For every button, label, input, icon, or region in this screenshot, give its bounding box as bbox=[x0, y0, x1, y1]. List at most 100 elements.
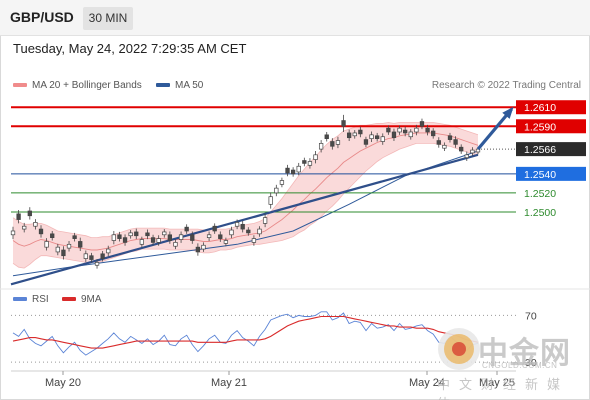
candle-body-8 bbox=[55, 246, 60, 253]
candle-body-58 bbox=[335, 140, 341, 145]
candle-body-63 bbox=[363, 139, 369, 145]
level-badge-3 bbox=[516, 166, 586, 181]
candle-body-82 bbox=[470, 149, 475, 154]
candle-body-40 bbox=[234, 222, 240, 227]
candle-body-31 bbox=[184, 226, 189, 232]
candle-body-33 bbox=[195, 246, 201, 253]
candle-body-72 bbox=[414, 127, 419, 133]
candle-body-11 bbox=[72, 235, 77, 239]
rsi-ma-line bbox=[12, 315, 479, 349]
candle-body-79 bbox=[453, 139, 458, 145]
legend-rsi-ma-label: 9MA bbox=[81, 294, 102, 305]
candle-body-16 bbox=[100, 253, 105, 259]
candle-body-37 bbox=[218, 234, 223, 239]
x-tick-label-1: May 21 bbox=[211, 377, 247, 389]
timeframe-button[interactable]: 30 MIN bbox=[83, 7, 133, 30]
rsi-axis-label-0: 70 bbox=[525, 310, 537, 322]
candle-body-53 bbox=[307, 161, 313, 166]
candle-body-48 bbox=[279, 180, 285, 185]
watermark-brand: 中金网 bbox=[478, 337, 571, 370]
legend-bollinger: MA 20 + Bollinger Bands bbox=[13, 80, 142, 91]
candle-body-28 bbox=[167, 234, 173, 241]
candle-body-65 bbox=[375, 135, 380, 139]
watermark-url: CNGOLD.COM.CN bbox=[482, 361, 558, 370]
candle-body-23 bbox=[139, 239, 145, 245]
candle-body-12 bbox=[78, 241, 83, 248]
candle-body-43 bbox=[251, 238, 257, 243]
candle-body-27 bbox=[162, 231, 167, 236]
candle-body-36 bbox=[212, 225, 217, 232]
candle-body-38 bbox=[223, 240, 229, 244]
legend-bollinger-label: MA 20 + Bollinger Bands bbox=[32, 80, 142, 91]
candle-body-51 bbox=[296, 165, 301, 173]
candle-body-47 bbox=[274, 187, 279, 194]
x-tick-label-2: May 24 bbox=[409, 377, 445, 389]
watermark-tagline: 中文财经新媒体 bbox=[437, 377, 570, 400]
candle-body-78 bbox=[447, 135, 453, 140]
candle-body-67 bbox=[386, 127, 391, 133]
candle-body-0 bbox=[10, 230, 16, 236]
level-badge-1 bbox=[516, 119, 586, 134]
level-label-5: 1.2500 bbox=[524, 207, 556, 219]
candle-body-61 bbox=[352, 132, 357, 137]
candle-body-18 bbox=[111, 234, 116, 241]
level-badge-0 bbox=[516, 100, 586, 115]
candle-body-9 bbox=[61, 249, 66, 257]
symbol-title: GBP/USD bbox=[10, 9, 74, 25]
candle-body-2 bbox=[22, 225, 27, 230]
candle-body-13 bbox=[83, 253, 88, 259]
level-badge-2 bbox=[516, 142, 586, 157]
candle-body-76 bbox=[436, 140, 441, 145]
candle-body-35 bbox=[206, 234, 212, 238]
candle-body-20 bbox=[122, 237, 128, 243]
candle-body-29 bbox=[173, 242, 178, 247]
candle-body-7 bbox=[50, 233, 55, 238]
support-trendline bbox=[10, 153, 479, 286]
candle-body-10 bbox=[66, 243, 72, 249]
candle-body-41 bbox=[240, 223, 245, 230]
candle-body-55 bbox=[318, 143, 324, 150]
legend-ma50: MA 50 bbox=[156, 80, 203, 91]
ma50-swatch-icon bbox=[156, 83, 170, 88]
candle-body-30 bbox=[178, 234, 184, 240]
candle-body-42 bbox=[246, 229, 251, 234]
candle-body-50 bbox=[290, 169, 296, 175]
candle-body-21 bbox=[128, 232, 133, 237]
chart-header: GBP/USD 30 MIN bbox=[0, 0, 590, 36]
candle-body-77 bbox=[442, 144, 447, 149]
ma50-line bbox=[12, 150, 479, 277]
candle-body-3 bbox=[27, 210, 32, 217]
candle-body-44 bbox=[257, 228, 262, 235]
bollinger-swatch-icon bbox=[13, 83, 27, 88]
candle-body-71 bbox=[408, 131, 413, 138]
legend-rsi-ma: 9MA bbox=[62, 294, 102, 305]
candle-body-60 bbox=[346, 132, 352, 139]
legend-rsi: RSI bbox=[13, 294, 49, 305]
candle-body-59 bbox=[341, 120, 346, 127]
candle-body-74 bbox=[425, 127, 430, 133]
candle-body-45 bbox=[262, 217, 268, 224]
candle-body-26 bbox=[156, 238, 161, 243]
legend-rsi-label: RSI bbox=[32, 294, 49, 305]
candle-body-57 bbox=[330, 141, 335, 147]
rsi-axis-label-1: 30 bbox=[525, 357, 537, 369]
candle-body-69 bbox=[397, 127, 402, 133]
candle-body-75 bbox=[431, 130, 436, 137]
research-credit: Research © 2022 Trading Central bbox=[431, 80, 581, 91]
candle-body-22 bbox=[134, 231, 139, 237]
ma20-line bbox=[12, 132, 479, 251]
candle-body-19 bbox=[117, 234, 122, 239]
candle-body-25 bbox=[150, 237, 156, 243]
candle-body-32 bbox=[190, 234, 195, 241]
candle-body-56 bbox=[324, 134, 329, 139]
candle-body-52 bbox=[302, 160, 307, 164]
candle-body-49 bbox=[285, 167, 290, 174]
legend-ma50-label: MA 50 bbox=[175, 80, 204, 91]
candle-body-24 bbox=[145, 232, 150, 237]
candle-body-64 bbox=[369, 134, 374, 139]
candle-body-46 bbox=[268, 196, 273, 205]
x-tick-label-0: May 20 bbox=[45, 377, 81, 389]
chart-timestamp: Tuesday, May 24, 2022 7:29:35 AM CET bbox=[13, 41, 247, 56]
level-label-1: 1.2590 bbox=[524, 121, 556, 133]
candle-body-81 bbox=[464, 154, 469, 159]
